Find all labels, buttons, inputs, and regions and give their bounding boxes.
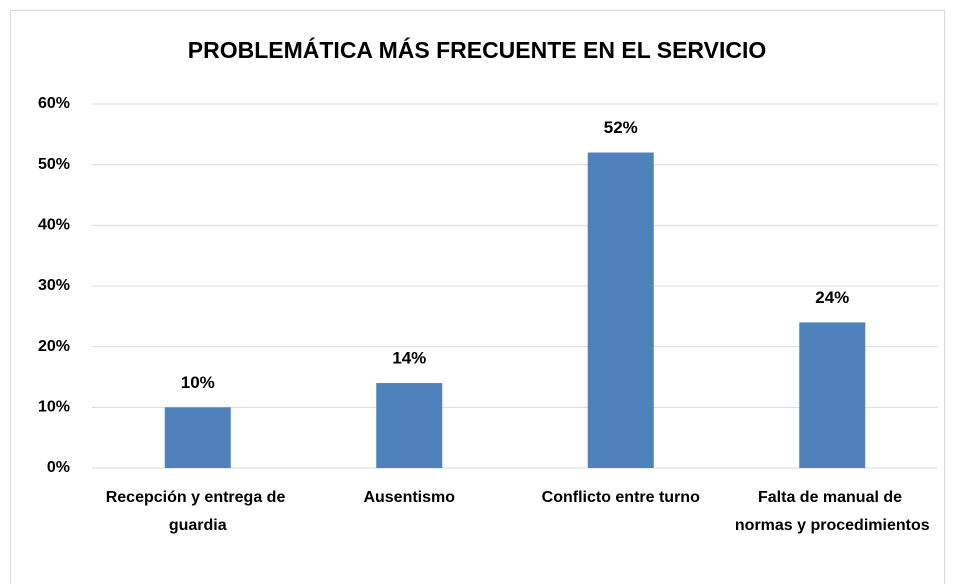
y-tick-label: 50%: [38, 156, 70, 173]
x-tick-label: Falta de manual de normas y procedimient…: [735, 489, 930, 534]
y-tick-label: 40%: [38, 217, 70, 234]
y-tick-label: 0%: [47, 459, 70, 476]
x-tick-label: Recepción y entrega de guardia: [106, 489, 290, 534]
bar: [164, 407, 231, 468]
x-tick-label: Conflicto entre turno: [542, 489, 700, 506]
chart-border: [10, 10, 945, 584]
bar: [799, 322, 866, 468]
chart-title: PROBLEMÁTICA MÁS FRECUENTE EN EL SERVICI…: [188, 36, 766, 63]
bar: [587, 152, 654, 469]
y-tick-label: 20%: [38, 338, 70, 355]
x-tick-label: Ausentismo: [363, 489, 455, 506]
data-label: 24%: [815, 288, 849, 307]
bar: [376, 383, 443, 468]
y-tick-label: 60%: [38, 95, 70, 112]
y-tick-label: 10%: [38, 399, 70, 416]
data-label: 10%: [181, 373, 215, 392]
data-label: 52%: [604, 118, 638, 137]
y-tick-label: 30%: [38, 277, 70, 294]
data-label: 14%: [392, 349, 426, 368]
